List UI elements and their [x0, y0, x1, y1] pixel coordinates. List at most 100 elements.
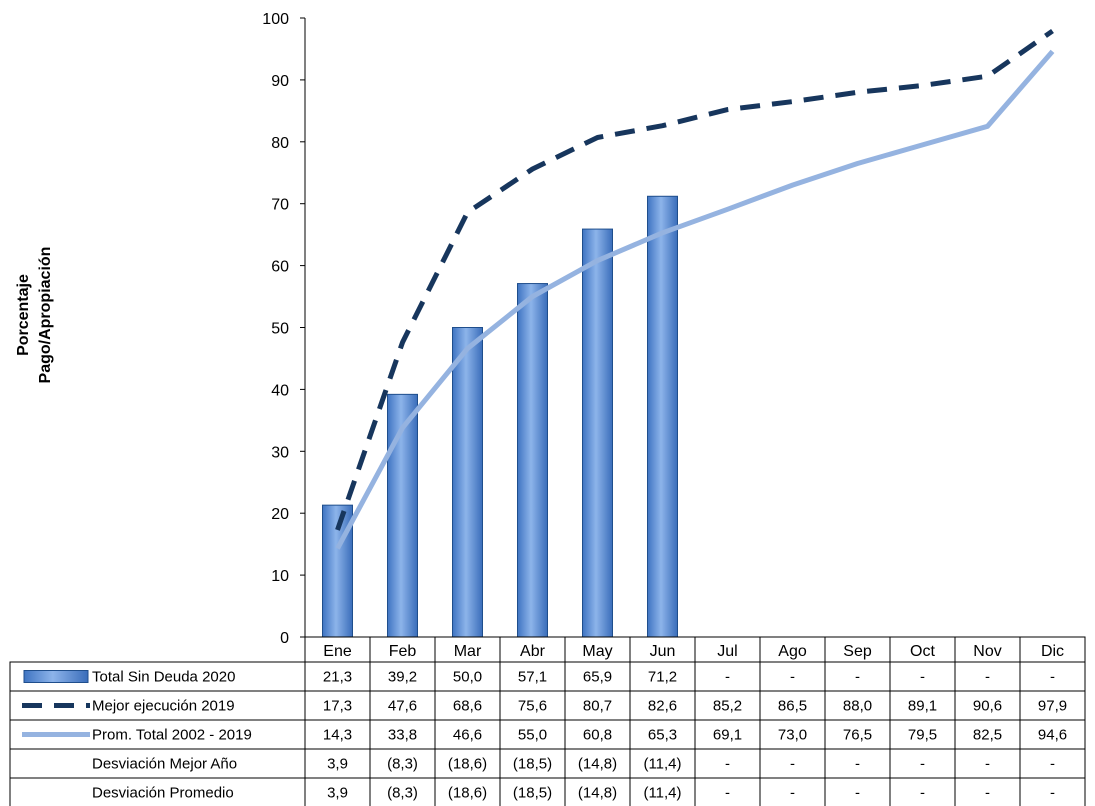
data-label: 39,2 [388, 669, 417, 686]
data-label: - [1050, 669, 1055, 686]
y-axis: 0 10 20 30 40 50 60 70 80 90 100 [262, 11, 306, 647]
line-series [335, 28, 1055, 550]
data-label: 68,6 [453, 698, 482, 715]
data-label: 46,6 [453, 727, 482, 744]
data-label: - [920, 785, 925, 802]
data-label: - [920, 669, 925, 686]
data-label: 3,9 [327, 785, 348, 802]
bar [647, 195, 678, 638]
y-axis-label-line-2: Pago/Apropiación [37, 247, 54, 384]
y-tick-label: 90 [271, 73, 289, 90]
bar-series [322, 195, 678, 638]
data-label: (18,5) [513, 756, 552, 773]
row-label: Prom. Total 2002 - 2019 [92, 727, 252, 744]
data-label: - [855, 669, 860, 686]
data-label: (18,6) [448, 756, 487, 773]
y-tick-label: 100 [262, 11, 289, 28]
data-label: 55,0 [518, 727, 547, 744]
data-label: 71,2 [648, 669, 677, 686]
x-tick-label: Ago [778, 643, 807, 660]
data-label: 97,9 [1038, 698, 1067, 715]
data-label: - [725, 756, 730, 773]
row-label: Desviación Mejor Año [92, 756, 237, 773]
data-label: - [855, 785, 860, 802]
y-tick-label: 30 [271, 444, 289, 461]
y-axis-label-line-1: Porcentaje [15, 274, 32, 356]
x-tick-label: May [582, 643, 612, 660]
bar [517, 283, 548, 638]
data-label: 88,0 [843, 698, 872, 715]
data-label: (18,6) [448, 785, 487, 802]
data-label: 60,8 [583, 727, 612, 744]
data-label: - [855, 756, 860, 773]
y-tick-label: 50 [271, 321, 289, 338]
data-label: - [920, 756, 925, 773]
x-tick-label: Mar [454, 643, 482, 660]
data-label: 75,6 [518, 698, 547, 715]
data-label: 65,3 [648, 727, 677, 744]
data-label: 47,6 [388, 698, 417, 715]
row-label: Total Sin Deuda 2020 [92, 669, 235, 686]
x-tick-label: Jun [650, 643, 676, 660]
data-label: (18,5) [513, 785, 552, 802]
data-label: - [1050, 785, 1055, 802]
data-label: 57,1 [518, 669, 547, 686]
data-label: 79,5 [908, 727, 937, 744]
x-tick-label: Ene [323, 643, 352, 660]
data-label: - [985, 669, 990, 686]
data-label: - [790, 669, 795, 686]
x-tick-label: Nov [973, 643, 1001, 660]
data-label: - [985, 785, 990, 802]
x-tick-label: Jul [717, 643, 737, 660]
data-label: 33,8 [388, 727, 417, 744]
data-label: 73,0 [778, 727, 807, 744]
data-label: 85,2 [713, 698, 742, 715]
x-tick-label: Sep [843, 643, 872, 660]
x-tick-label: Abr [520, 643, 546, 660]
x-tick-label: Feb [389, 643, 417, 660]
y-tick-label: 80 [271, 135, 289, 152]
data-label: (11,4) [643, 785, 681, 802]
data-label: - [1050, 756, 1055, 773]
bar [582, 228, 613, 638]
data-label: 82,5 [973, 727, 1002, 744]
x-tick-label: Oct [910, 643, 935, 660]
data-label: 65,9 [583, 669, 612, 686]
y-tick-label: 10 [271, 568, 289, 585]
data-label: 89,1 [908, 698, 937, 715]
bar [387, 393, 418, 638]
data-table: Ene Feb Mar Abr May Jun Jul Ago Sep Oct Nov Dic Tota… [9, 636, 1086, 806]
data-label: (8,3) [387, 756, 418, 773]
y-tick-label: 20 [271, 506, 289, 523]
x-tick-label: Dic [1041, 643, 1064, 660]
y-tick-label: 70 [271, 197, 289, 214]
data-label: (14,8) [578, 756, 617, 773]
y-tick-label: 40 [271, 382, 289, 399]
data-label: 82,6 [648, 698, 677, 715]
table-cell [1019, 777, 1086, 806]
data-label: - [790, 756, 795, 773]
data-label: 69,1 [713, 727, 742, 744]
data-label: 76,5 [843, 727, 872, 744]
data-label: 3,9 [327, 756, 348, 773]
data-label: 94,6 [1038, 727, 1067, 744]
series-line-mejor-ejecucion [335, 28, 1054, 531]
data-label: - [790, 785, 795, 802]
data-label: - [985, 756, 990, 773]
data-label: (14,8) [578, 785, 617, 802]
legend-key-bar [23, 670, 89, 683]
data-label: (11,4) [643, 756, 681, 773]
data-label: 14,3 [323, 727, 352, 744]
data-label: 80,7 [583, 698, 612, 715]
y-tick-label: 60 [271, 259, 289, 276]
series-line-promedio [335, 49, 1055, 550]
data-label: 17,3 [323, 698, 352, 715]
data-label: 50,0 [453, 669, 482, 686]
data-label: 90,6 [973, 698, 1002, 715]
data-label: - [725, 785, 730, 802]
data-label: 86,5 [778, 698, 807, 715]
data-label: (8,3) [387, 785, 418, 802]
row-label: Mejor ejecución 2019 [92, 698, 235, 715]
bar [452, 327, 483, 638]
